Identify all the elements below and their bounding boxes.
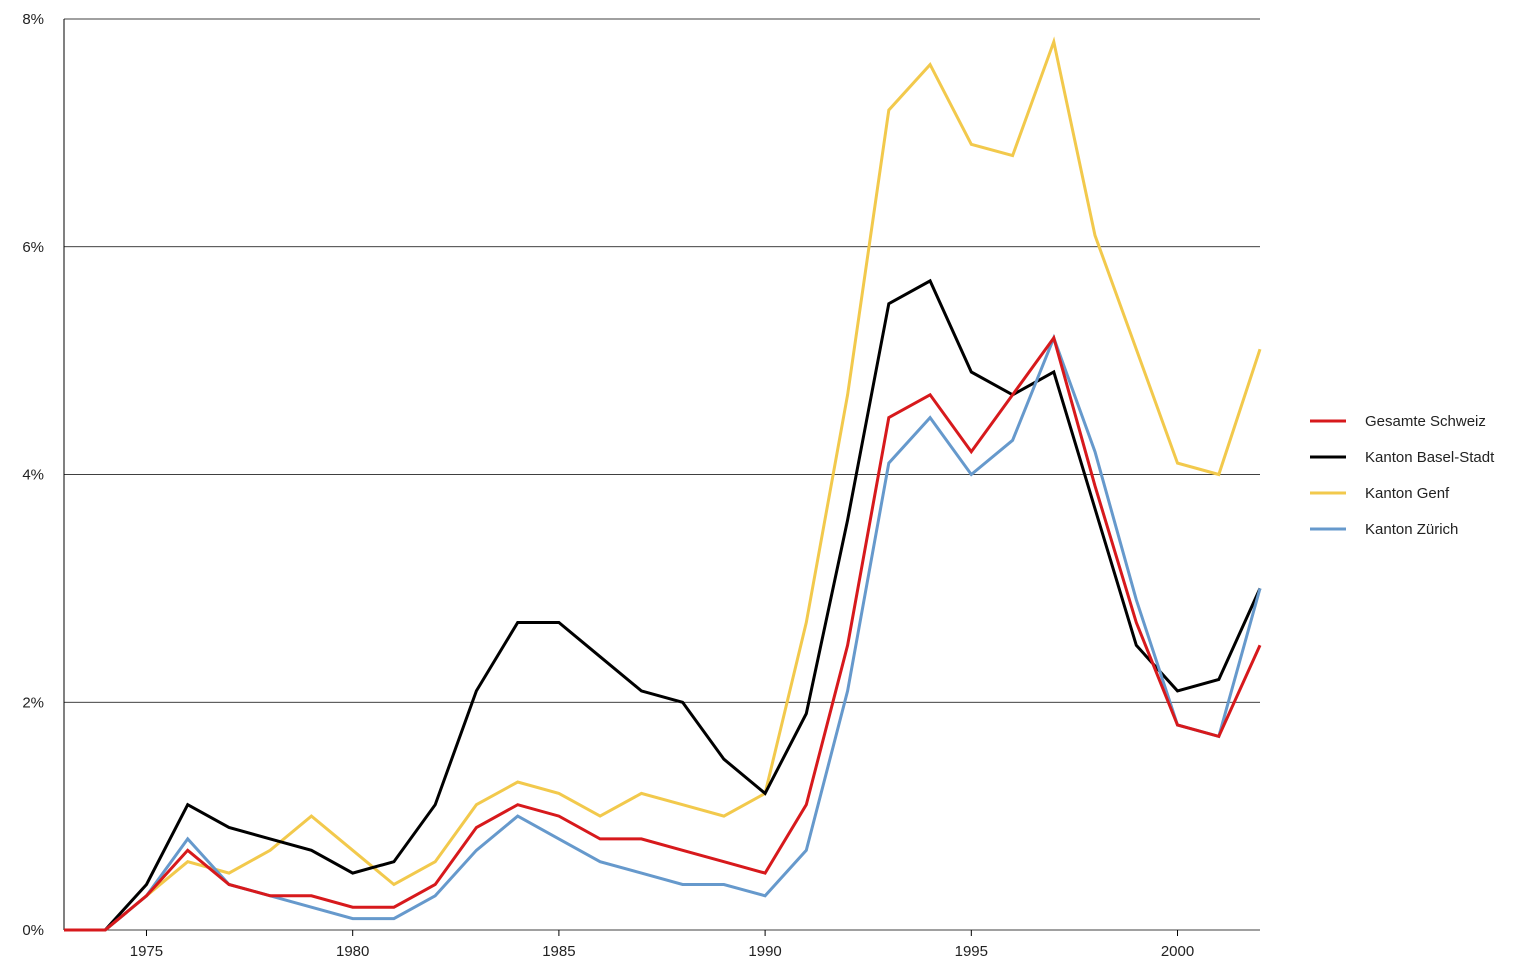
x-tick-label: 1980 <box>336 943 369 960</box>
grid-lines <box>64 18 1260 931</box>
legend-label-kanton-basel-stadt: Kanton Basel-Stadt <box>1365 449 1495 466</box>
x-tick-label: 1985 <box>542 943 575 960</box>
y-tick-label: 8% <box>22 11 44 28</box>
y-tick-label: 0% <box>22 922 44 939</box>
y-tick-label: 4% <box>22 467 44 484</box>
y-tick-label: 6% <box>22 239 44 256</box>
series-line-gesamte-schweiz <box>64 334 1262 932</box>
series-line-kanton-basel-stadt <box>64 278 1262 932</box>
series-line-kanton-z-rich <box>64 333 1262 932</box>
legend-label-kanton-genf: Kanton Genf <box>1365 485 1450 502</box>
x-tick-label: 1990 <box>748 943 781 960</box>
series-lines <box>64 36 1262 932</box>
y-axis-tick-labels: 0% 2% 4% 6% 8% <box>22 11 44 939</box>
legend: Gesamte Schweiz Kanton Basel-Stadt Kanton … <box>1310 413 1495 538</box>
legend-label-gesamte-schweiz: Gesamte Schweiz <box>1365 413 1486 430</box>
x-tick-label: 1995 <box>955 943 988 960</box>
series-line-kanton-genf <box>64 36 1262 932</box>
x-tick-label: 1975 <box>130 943 163 960</box>
axes <box>63 19 1179 936</box>
legend-label-kanton-z-rich: Kanton Zürich <box>1365 521 1458 538</box>
y-tick-label: 2% <box>22 694 44 711</box>
x-axis-tick-labels: 1975 1980 1985 1990 1995 2000 <box>130 943 1194 960</box>
x-tick-label: 2000 <box>1161 943 1194 960</box>
